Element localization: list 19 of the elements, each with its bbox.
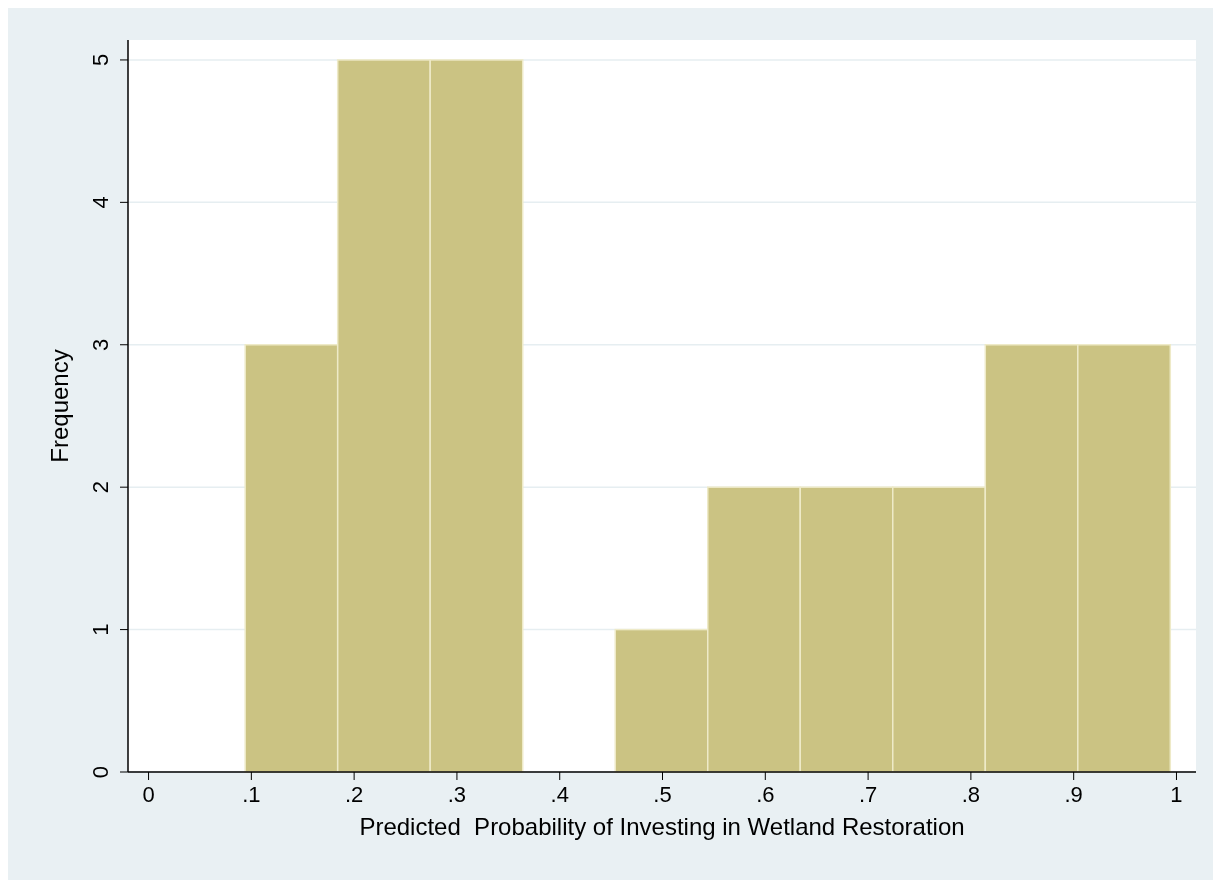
y-tick-label: 5 <box>88 53 113 67</box>
x-tick-label: .6 <box>756 782 775 807</box>
x-tick-label: .5 <box>653 782 672 807</box>
y-tick-label: 2 <box>88 481 113 494</box>
y-tick-label: 3 <box>88 338 113 351</box>
x-tick-label: .1 <box>242 782 261 807</box>
x-axis-title: Predicted Probability of Investing in Wetland Restoration <box>359 813 965 840</box>
x-tick-label: .4 <box>550 782 569 807</box>
y-tick-label: 1 <box>88 623 113 636</box>
x-tick-label: .2 <box>344 782 364 807</box>
x-tick-label: .8 <box>961 782 981 807</box>
x-tick-label: .3 <box>447 782 467 807</box>
y-axis-title: Frequency <box>46 349 73 463</box>
y-tick-label: 0 <box>88 765 113 779</box>
x-tick-label: 0 <box>142 782 155 807</box>
y-tick-label: 4 <box>88 196 113 209</box>
x-tick-label: 1 <box>1170 782 1183 807</box>
x-tick-label: .7 <box>858 782 878 807</box>
x-tick-label: .9 <box>1064 782 1083 807</box>
